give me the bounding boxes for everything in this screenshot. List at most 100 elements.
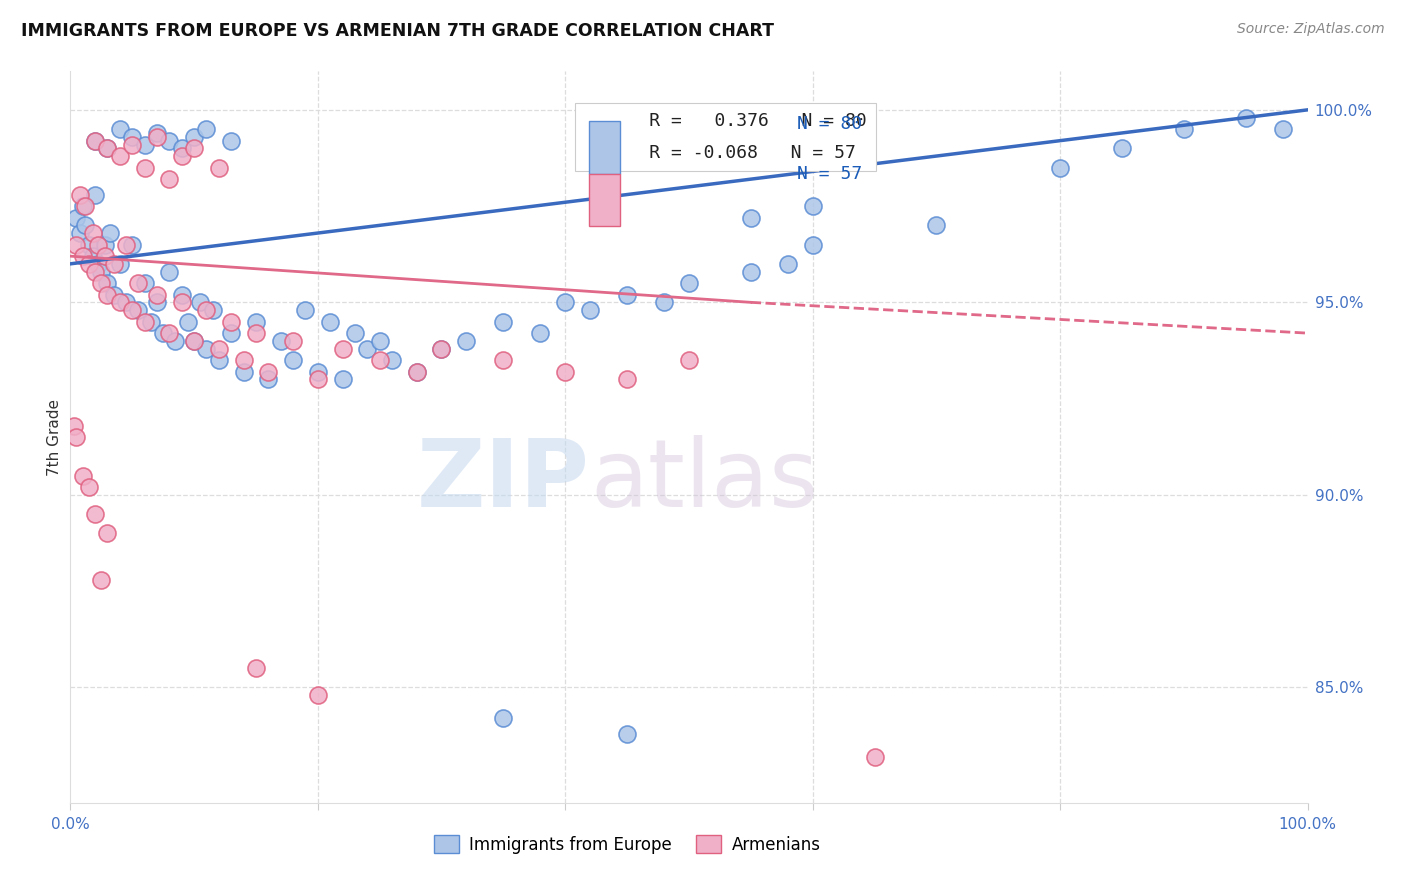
Point [219,326,242,340]
Point [319,315,342,329]
Point [1111,141,1133,155]
FancyBboxPatch shape [589,174,620,227]
Point [121,303,143,318]
Point [177,315,200,329]
Point [492,711,515,725]
Point [108,149,131,163]
Point [121,129,143,144]
Point [77,257,100,271]
Point [307,365,329,379]
Point [69,226,91,240]
Point [1271,122,1294,136]
Point [801,237,824,252]
Point [84,134,107,148]
Point [554,365,576,379]
Point [170,149,193,163]
Point [208,161,231,175]
Point [381,353,404,368]
Point [157,326,180,340]
Point [75,219,97,233]
Point [1234,111,1257,125]
Point [75,199,97,213]
Point [96,141,118,155]
Point [96,287,118,301]
Point [1173,122,1195,136]
Point [925,219,948,233]
Point [356,342,378,356]
Point [430,342,453,356]
Point [492,353,515,368]
Point [652,295,675,310]
Point [72,468,94,483]
Text: atlas: atlas [591,435,818,527]
Point [96,526,118,541]
Point [456,334,478,348]
Point [77,480,100,494]
Point [134,276,156,290]
Point [195,122,218,136]
Text: R =   0.376   N = 80
      R = -0.068   N = 57: R = 0.376 N = 80 R = -0.068 N = 57 [583,112,866,161]
Point [86,237,108,252]
Point [195,303,218,318]
Point [616,287,638,301]
Point [139,315,162,329]
Point [84,264,107,278]
Point [776,257,799,271]
Text: ZIP: ZIP [418,435,591,527]
Point [69,187,91,202]
Point [332,372,354,386]
Point [72,199,94,213]
Point [1049,161,1071,175]
Point [108,295,131,310]
Point [740,211,762,225]
Point [208,342,231,356]
Point [157,172,180,186]
Point [103,257,125,271]
Point [152,326,174,340]
Point [307,372,329,386]
Point [134,315,156,329]
Point [245,315,267,329]
Point [84,187,107,202]
Point [430,342,453,356]
Point [157,134,180,148]
Point [405,365,427,379]
Point [368,353,391,368]
Point [219,134,242,148]
Point [65,211,87,225]
Point [96,276,118,290]
Point [127,303,149,318]
Point [678,276,700,290]
Point [86,257,108,271]
Point [108,122,131,136]
Point [82,249,104,263]
Point [115,295,138,310]
Point [492,315,515,329]
Point [232,365,254,379]
Point [201,303,224,318]
Point [108,257,131,271]
Point [245,326,267,340]
Point [146,295,169,310]
Text: N = 57: N = 57 [797,165,862,183]
Point [72,249,94,263]
Point [146,129,169,144]
Point [294,303,316,318]
Point [616,726,638,740]
Point [170,287,193,301]
Point [332,342,354,356]
Point [84,507,107,521]
Point [208,353,231,368]
Point [170,295,193,310]
Point [195,342,218,356]
Point [134,137,156,152]
Point [343,326,366,340]
Point [188,295,211,310]
Point [146,287,169,301]
Point [165,334,187,348]
Point [94,237,117,252]
Point [65,237,87,252]
Point [183,334,205,348]
Point [115,237,138,252]
Point [82,226,104,240]
